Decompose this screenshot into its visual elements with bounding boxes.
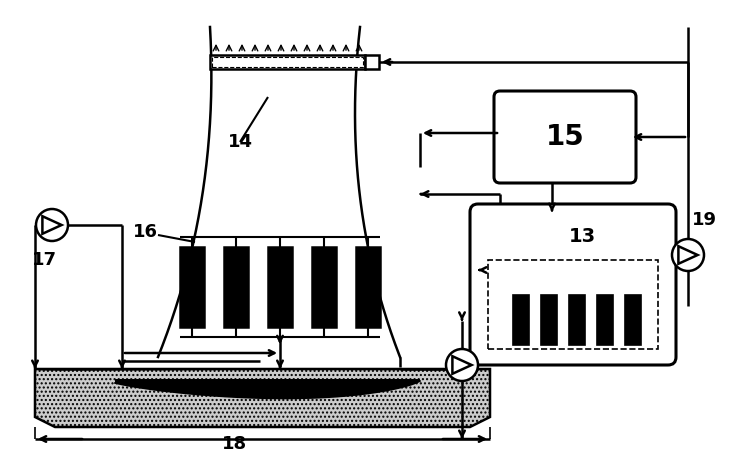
Text: 18: 18 (222, 435, 247, 453)
Bar (312, 247, 336, 327)
Text: 13: 13 (569, 228, 596, 246)
Bar (513, 295, 528, 345)
Text: 14: 14 (228, 133, 253, 151)
Bar (597, 295, 613, 345)
FancyBboxPatch shape (470, 204, 676, 365)
Text: 16: 16 (133, 223, 158, 241)
Circle shape (446, 349, 478, 381)
Circle shape (672, 239, 704, 271)
Bar (212, 57, 363, 67)
Bar (268, 247, 292, 327)
Bar (488, 260, 658, 349)
Bar (180, 247, 204, 327)
Bar (541, 295, 557, 345)
Text: 19: 19 (692, 211, 717, 229)
Bar (569, 295, 585, 345)
Polygon shape (115, 379, 420, 399)
Text: 15: 15 (545, 123, 584, 151)
Circle shape (36, 209, 68, 241)
Text: 17: 17 (32, 251, 57, 269)
Bar (210, 55, 365, 69)
Bar (356, 247, 380, 327)
Bar (224, 247, 248, 327)
FancyBboxPatch shape (494, 91, 636, 183)
Polygon shape (35, 369, 490, 427)
Bar (365, 55, 379, 69)
Bar (625, 295, 641, 345)
